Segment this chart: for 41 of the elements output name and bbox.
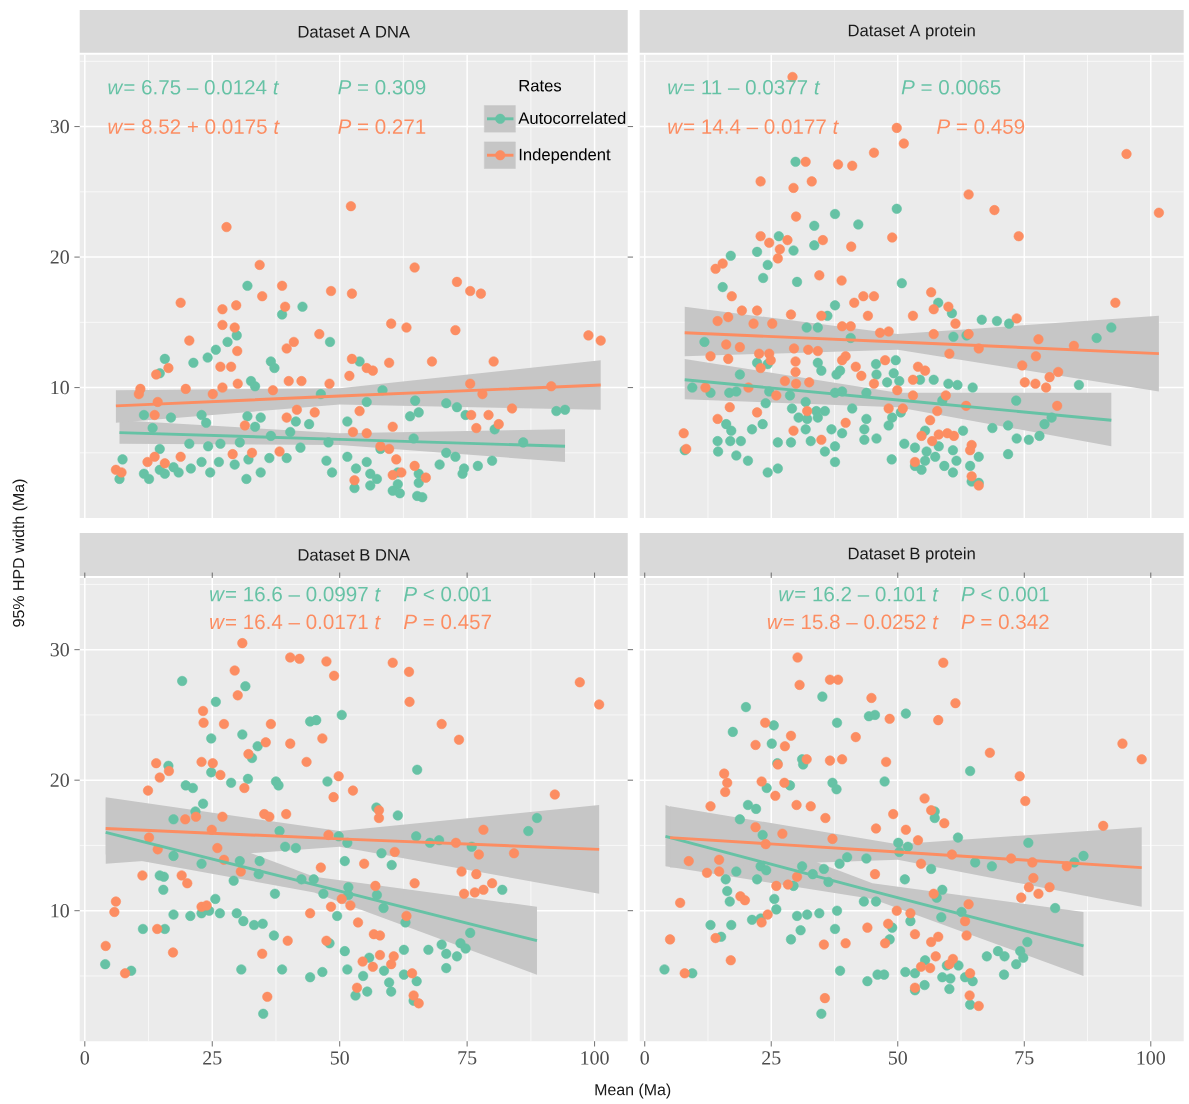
annotation: w= 14.4 – 0.0177 t — [668, 119, 839, 134]
x-tick-label: 50 — [888, 1051, 907, 1065]
y-tick-label: 30 — [50, 119, 69, 134]
annotation: P = 0.0065 — [901, 79, 1001, 95]
annotation: w= 11 – 0.0377 t — [668, 79, 821, 95]
annotation: P = 0.309 — [338, 79, 426, 95]
annotation: P < 0.001 — [961, 586, 1049, 602]
y-tick-label: 20 — [50, 250, 69, 264]
x-tick-label: 100 — [1137, 1051, 1165, 1065]
chart-title: Dataset A protein — [848, 24, 975, 40]
y-tick-label: 10 — [51, 380, 69, 395]
y-tick-label: 10 — [51, 903, 69, 918]
annotation: w= 15.8 – 0.0252 t — [767, 614, 939, 630]
annotation: P = 0.342 — [961, 614, 1049, 630]
annotation: P = 0.459 — [937, 119, 1025, 134]
legend-title: Rates — [519, 79, 562, 92]
legend-label: Independent — [519, 148, 611, 164]
chart-title: Dataset A DNA — [298, 26, 410, 38]
annotation: w= 16.2 – 0.101 t — [779, 586, 939, 602]
x-tick-label: 25 — [203, 1051, 222, 1065]
annotation: P = 0.457 — [403, 614, 491, 630]
x-tick-label: 75 — [1015, 1051, 1034, 1065]
x-tick-label: 100 — [581, 1051, 609, 1065]
y-tick-label: 30 — [50, 642, 69, 657]
annotation: P = 0.271 — [338, 119, 426, 134]
x-tick-label: 75 — [458, 1051, 477, 1065]
x-tick-label: 0 — [80, 1051, 90, 1065]
annotation: w= 16.4 – 0.0171 t — [210, 614, 381, 630]
y-tick-label: 20 — [50, 773, 69, 787]
annotation: w= 16.6 – 0.0997 t — [210, 586, 381, 602]
annotation: w= 8.52 + 0.0175 t — [108, 119, 280, 134]
x-axis-title: Mean (Ma) — [595, 1083, 671, 1099]
annotation: P < 0.001 — [403, 586, 491, 602]
y-axis-title: 95% HPD width (Ma) — [12, 479, 28, 627]
legend-label: Autocorrelated — [518, 111, 626, 125]
x-tick-label: 0 — [640, 1051, 649, 1065]
x-tick-label: 25 — [762, 1051, 781, 1065]
chart-title: Dataset B DNA — [298, 549, 410, 561]
x-tick-label: 50 — [330, 1051, 349, 1065]
chart-title: Dataset B protein — [848, 547, 975, 563]
annotation: w= 6.75 – 0.0124 t — [108, 79, 280, 95]
